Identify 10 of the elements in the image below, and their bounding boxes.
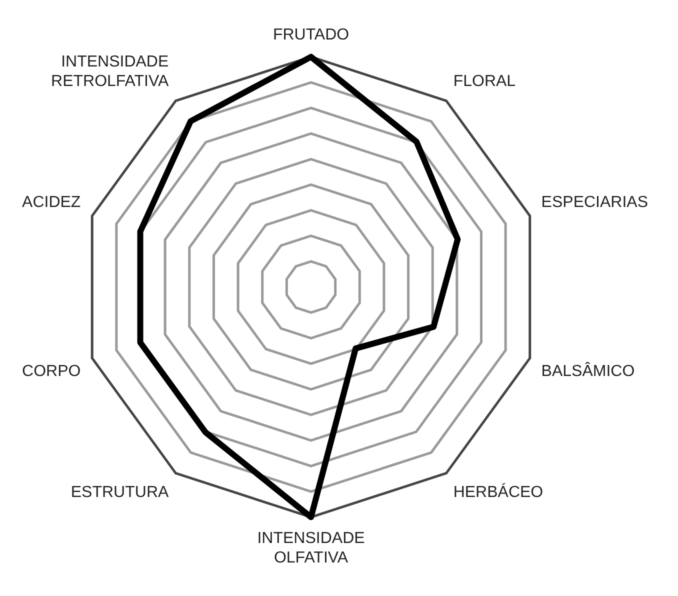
spoke-label: INTENSIDADE RETROLFATIVA [51,54,169,90]
spoke-label: HERBÁCEO [453,482,544,501]
spoke-label: INTENSIDADE OLFATIVA [257,530,365,566]
spoke-label: BALSÂMICO [541,362,635,380]
spoke-label: ESPECIARIAS [541,194,648,211]
spoke-label: CORPO [22,362,81,380]
spoke-label: FLORAL [453,72,516,90]
spoke-label: ACIDEZ [22,194,81,211]
spoke-label: FRUTADO [272,26,350,44]
spoke-label: ESTRUTURA [70,484,169,501]
